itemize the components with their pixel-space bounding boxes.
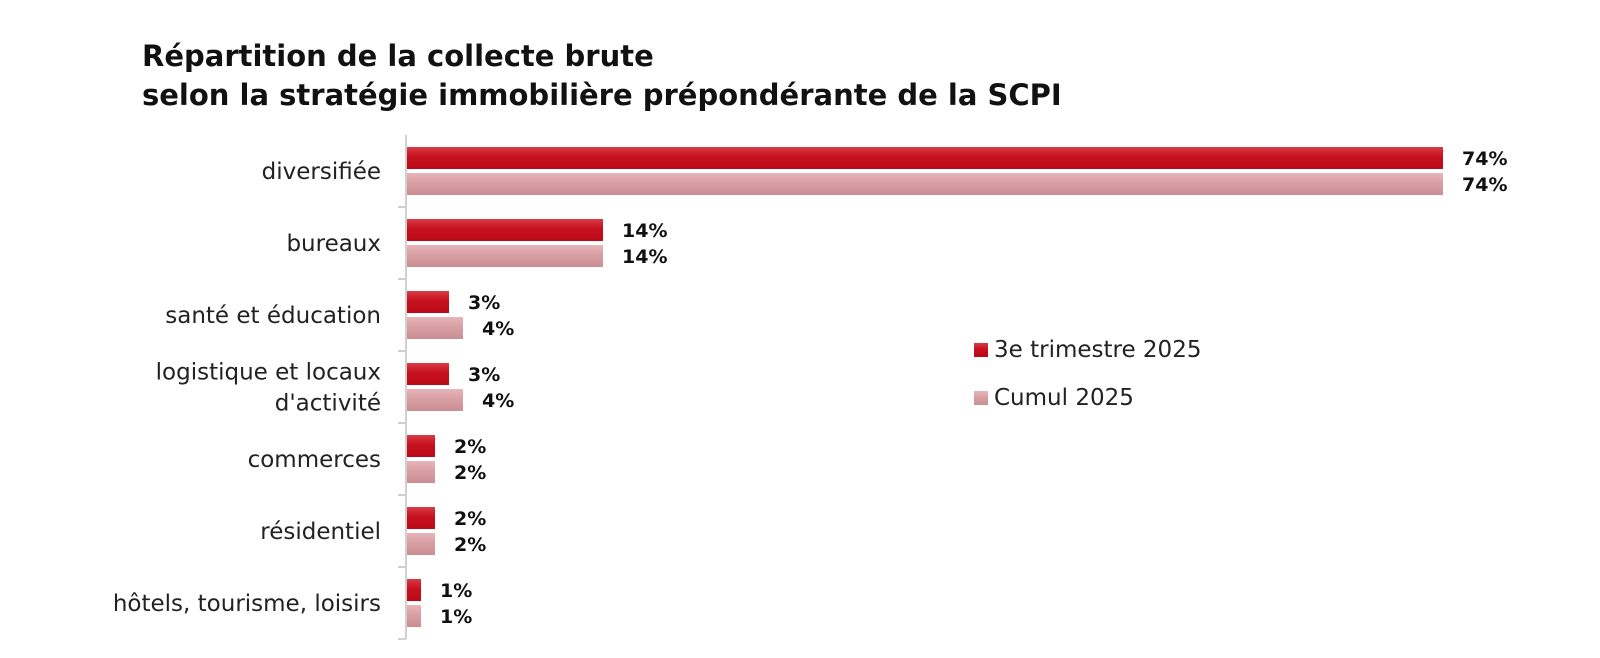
bar-q3 (407, 219, 603, 241)
data-label: 2% (454, 462, 486, 484)
bar-q3 (407, 579, 421, 601)
bar-cumul (407, 461, 435, 483)
category-label: bureaux (286, 231, 381, 257)
data-label: 14% (622, 220, 667, 242)
category-label: résidentiel (260, 519, 381, 545)
bar-q3 (407, 507, 435, 529)
bar-q3 (407, 291, 449, 313)
category-label: d'activité (275, 391, 381, 417)
data-label: 4% (482, 318, 514, 340)
bar-cumul (407, 389, 463, 411)
category-label: diversifiée (262, 159, 381, 185)
bar-q3 (407, 147, 1443, 169)
legend-swatch (974, 391, 988, 405)
bar-cumul (407, 173, 1443, 195)
data-label: 1% (440, 580, 472, 602)
category-label: santé et éducation (165, 303, 381, 329)
chart-title: selon la stratégie immobilière prépondér… (142, 78, 1062, 112)
chart-title: Répartition de la collecte brute (142, 39, 654, 73)
legend-label: 3e trimestre 2025 (994, 337, 1201, 363)
bar-cumul (407, 245, 603, 267)
data-label: 4% (482, 390, 514, 412)
bar-q3 (407, 435, 435, 457)
bar-cumul (407, 317, 463, 339)
data-label: 2% (454, 436, 486, 458)
legend-swatch (974, 343, 988, 357)
category-label: hôtels, tourisme, loisirs (113, 591, 381, 617)
bar-cumul (407, 533, 435, 555)
data-label: 1% (440, 606, 472, 628)
bar-q3 (407, 363, 449, 385)
category-label: commerces (248, 447, 381, 473)
legend-label: Cumul 2025 (994, 385, 1134, 411)
data-label: 3% (468, 364, 500, 386)
data-label: 74% (1462, 148, 1507, 170)
data-label: 74% (1462, 174, 1507, 196)
data-label: 2% (454, 508, 486, 530)
data-label: 3% (468, 292, 500, 314)
bar-cumul (407, 605, 421, 627)
data-label: 14% (622, 246, 667, 268)
category-label: logistique et locaux (156, 360, 381, 386)
data-label: 2% (454, 534, 486, 556)
